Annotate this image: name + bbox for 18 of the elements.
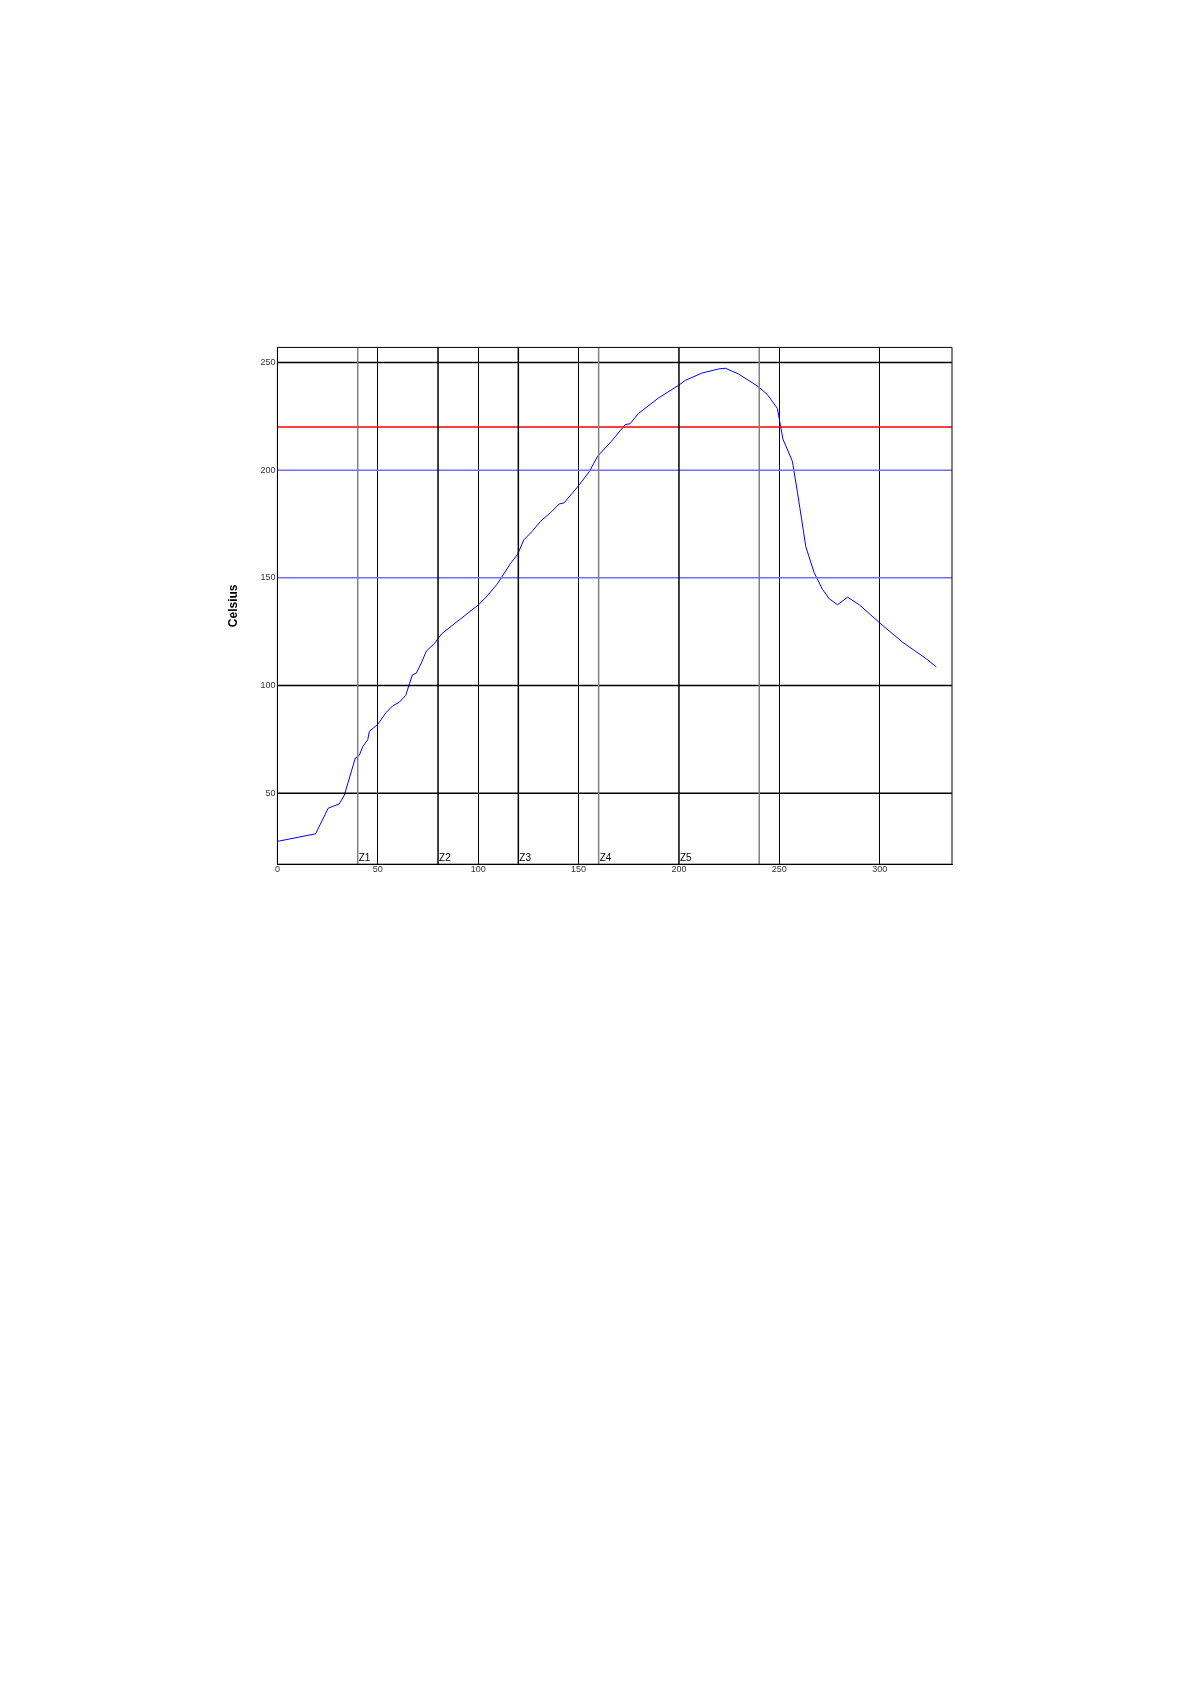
y-tick-label: 150 [260, 572, 276, 583]
x-tick-label: 150 [571, 864, 587, 875]
ref-line-label: Z3 [519, 851, 532, 863]
ref-line-label: Z4 [599, 851, 612, 863]
y-tick-label: 200 [260, 464, 276, 475]
x-tick-label: 250 [771, 864, 787, 875]
x-tick-label: 50 [372, 864, 383, 875]
x-tick-label: 200 [671, 864, 687, 875]
y-tick-label: 100 [260, 679, 276, 690]
x-tick-label: 100 [470, 864, 486, 875]
ref-line-label: Z1 [358, 851, 371, 863]
x-tick-label: 300 [872, 864, 888, 875]
ref-line-label: Z2 [439, 851, 452, 863]
y-tick-label: 50 [265, 787, 276, 798]
x-tick-label: 0 [274, 864, 280, 875]
ref-line-label: Z5 [679, 851, 693, 863]
y-tick-label: 250 [260, 356, 276, 367]
y-axis-title: Celsius [225, 584, 240, 628]
